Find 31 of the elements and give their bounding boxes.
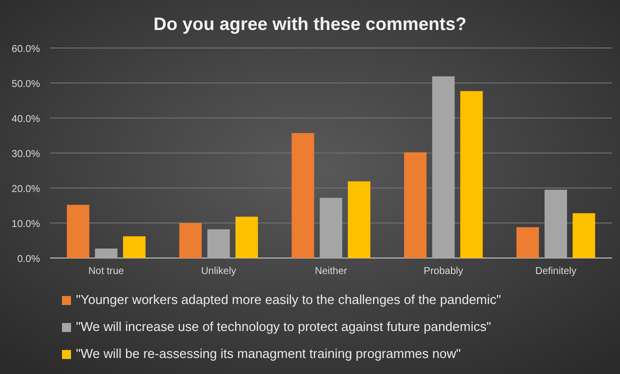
bar — [179, 223, 202, 258]
bar — [432, 76, 455, 258]
bar — [292, 133, 314, 258]
y-tick-label: 20.0% — [12, 184, 40, 195]
y-tick-label: 40.0% — [12, 114, 40, 125]
bar — [123, 236, 146, 258]
x-tick-label: Not true — [88, 266, 124, 277]
chart-title: Do you agree with these comments? — [153, 14, 467, 34]
x-tick-label: Unlikely — [201, 266, 236, 277]
bar — [94, 248, 118, 258]
bar — [516, 227, 539, 258]
bar — [572, 213, 596, 258]
bar — [66, 204, 90, 258]
bar — [544, 190, 568, 258]
x-tick-label: Probably — [424, 266, 464, 277]
y-tick-label: 10.0% — [12, 219, 40, 230]
legend-label: "Younger workers adapted more easily to the challenges of the pandemic" — [76, 292, 502, 307]
bar — [320, 198, 342, 258]
y-tick-label: 50.0% — [12, 79, 40, 90]
y-tick-label: 60.0% — [12, 44, 40, 55]
bar — [460, 91, 483, 258]
y-tick-label: 30.0% — [12, 149, 40, 160]
bar — [404, 152, 427, 258]
legend-label: "We will increase use of technology to protect against future pandemics" — [76, 319, 492, 334]
y-tick-label: 0.0% — [17, 254, 40, 265]
x-tick-label: Definitely — [535, 266, 576, 277]
bar — [235, 216, 258, 258]
bar — [348, 181, 370, 258]
legend-label: "We will be re-assessing its managment training programmes now" — [76, 346, 462, 361]
bar — [207, 229, 230, 258]
x-tick-label: Neither — [314, 266, 348, 277]
